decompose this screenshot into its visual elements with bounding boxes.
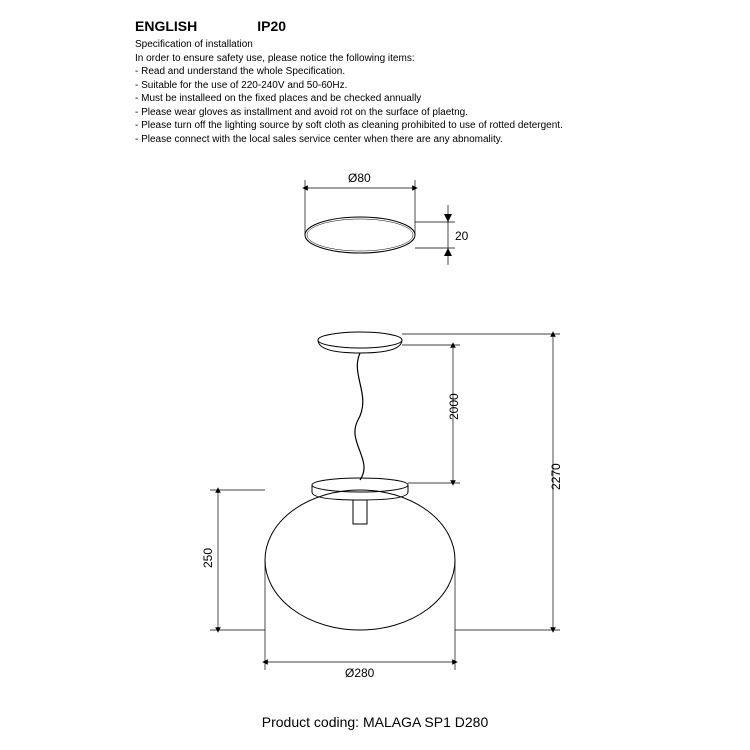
- dim-cord: 2000: [402, 345, 461, 483]
- technical-drawing: Ø80 20 2000 2270: [0, 150, 750, 690]
- language-label: ENGLISH: [135, 18, 197, 34]
- dim-canopy-diameter: Ø80: [348, 171, 371, 185]
- spec-text-block: Specification of installation In order t…: [135, 38, 563, 146]
- dim-canopy-height: 20: [455, 229, 469, 243]
- ip-rating-label: IP20: [257, 18, 286, 34]
- dim-cord-length: 2000: [447, 393, 461, 420]
- spec-line: - Must be installeed on the fixed places…: [135, 92, 563, 106]
- spec-line: In order to ensure safety use, please no…: [135, 52, 563, 66]
- dim-total-height: 2270: [549, 463, 563, 490]
- dim-shade-d: Ø280: [265, 560, 455, 680]
- pendant-elevation: [265, 332, 455, 630]
- spec-line: - Suitable for the use of 220-240V and 5…: [135, 79, 563, 93]
- spec-line: - Please connect with the local sales se…: [135, 133, 563, 147]
- canopy-plan-view: Ø80 20: [305, 171, 469, 265]
- spec-line: - Read and understand the whole Specific…: [135, 65, 563, 79]
- dim-shade-h: 250: [201, 490, 265, 630]
- product-coding: Product coding: MALAGA SP1 D280: [0, 714, 750, 730]
- spec-line: - Please wear gloves as installment and …: [135, 106, 563, 120]
- dim-total: 2270: [402, 334, 563, 630]
- dim-shade-diameter: Ø280: [345, 666, 375, 680]
- spec-line: Specification of installation: [135, 38, 563, 52]
- spec-line: - Please turn off the lighting source by…: [135, 119, 563, 133]
- dim-shade-height: 250: [201, 548, 215, 568]
